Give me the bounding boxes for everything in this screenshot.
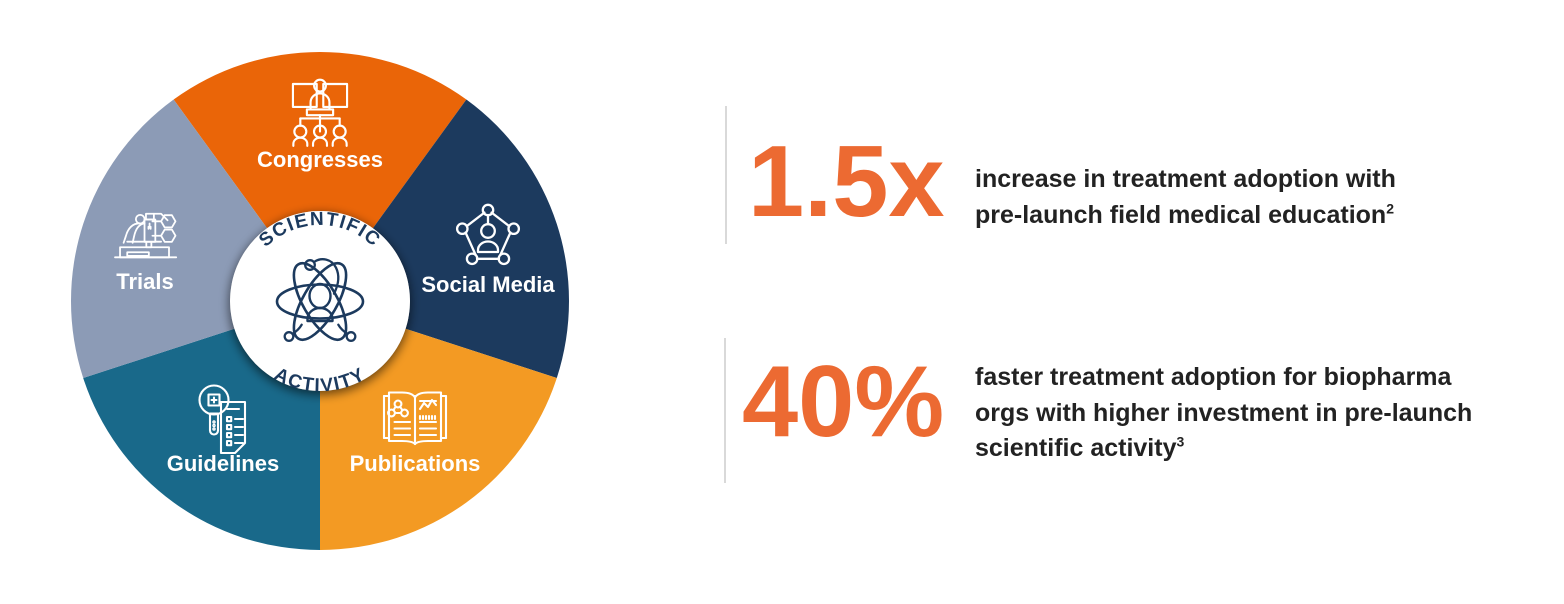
svg-text:Congresses: Congresses xyxy=(257,147,383,172)
svg-text:Trials: Trials xyxy=(116,269,173,294)
svg-text:Guidelines: Guidelines xyxy=(167,451,279,476)
svg-text:Social Media: Social Media xyxy=(421,272,555,297)
svg-text:Publications: Publications xyxy=(350,451,481,476)
